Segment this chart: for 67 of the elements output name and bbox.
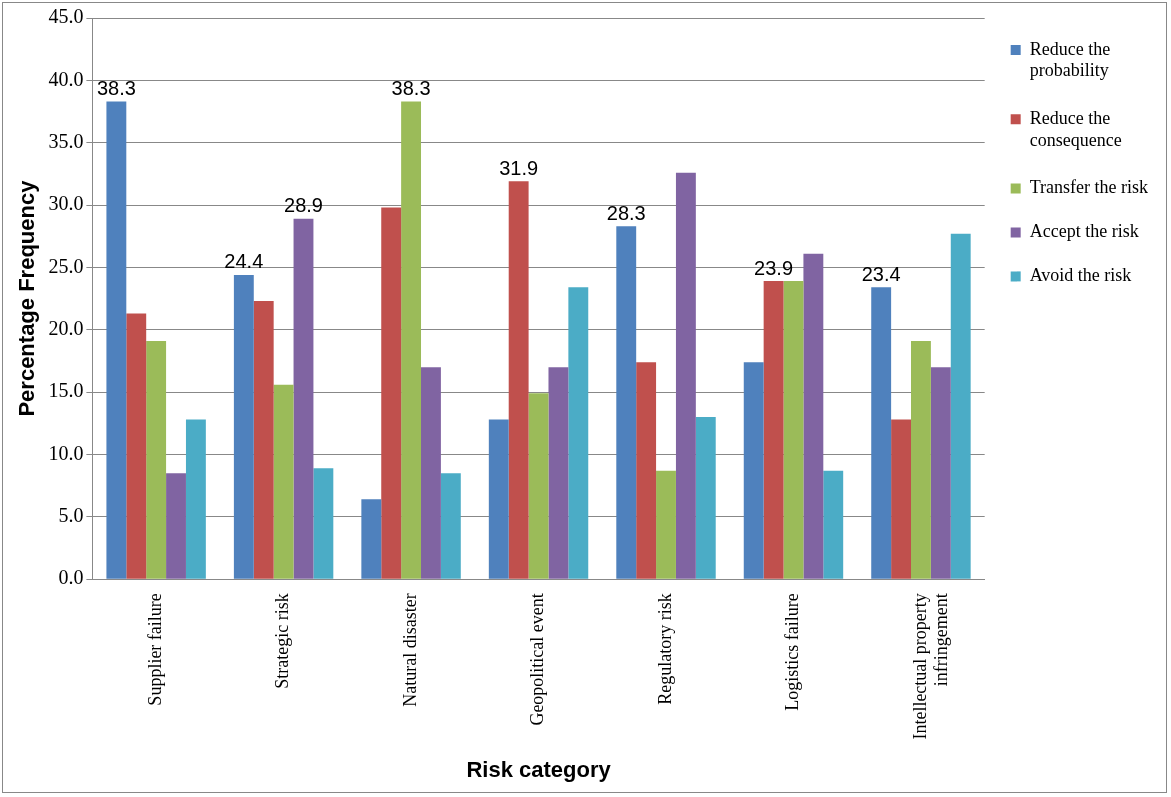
bar <box>891 419 912 579</box>
bar <box>421 367 441 579</box>
bar <box>106 101 127 579</box>
bar <box>783 281 804 579</box>
y-axis-title: Percentage Frequency <box>14 179 40 417</box>
bar <box>548 367 569 579</box>
x-tick-label: Regulatory risk <box>654 593 675 705</box>
bar <box>381 207 402 579</box>
bar <box>185 419 206 579</box>
bar <box>233 274 254 579</box>
bar <box>313 468 334 579</box>
bar <box>361 499 382 579</box>
data-label: 23.4 <box>861 262 901 285</box>
x-tick-label: Logistics failure <box>782 593 803 711</box>
bar <box>656 470 676 579</box>
bar <box>636 362 657 579</box>
y-tick-label: 10.0 <box>48 441 84 464</box>
legend-label: Avoid the risk <box>1029 265 1132 286</box>
bar <box>950 233 971 579</box>
bar <box>273 384 294 579</box>
x-tick-label: Strategic risk <box>272 593 293 689</box>
bar <box>911 340 931 579</box>
x-axis-title: Risk category <box>466 756 612 782</box>
data-label: 24.4 <box>224 250 264 273</box>
legend-label: Transfer the risk <box>1029 177 1149 198</box>
bar <box>695 417 716 579</box>
bar <box>930 367 951 579</box>
y-tick-label: 30.0 <box>48 192 84 215</box>
bar <box>528 393 549 579</box>
legend-label: Reduce the probability <box>1029 38 1111 81</box>
y-tick-label: 0.0 <box>58 566 84 589</box>
bar <box>743 362 764 579</box>
x-tick-label: Intellectual property infringement <box>909 593 952 740</box>
legend-label: Accept the risk <box>1029 221 1139 242</box>
bar <box>803 253 824 579</box>
bar <box>126 313 147 579</box>
x-tick-label: Natural disaster <box>399 593 420 707</box>
bar <box>823 470 844 579</box>
bar <box>146 340 167 579</box>
data-label: 38.3 <box>391 77 431 100</box>
y-tick-label: 35.0 <box>48 129 84 152</box>
bar <box>568 287 589 579</box>
bar <box>440 473 461 579</box>
data-label: 23.9 <box>754 256 794 279</box>
bar <box>675 172 696 579</box>
bar <box>293 218 314 579</box>
y-tick-label: 45.0 <box>48 5 84 28</box>
bar <box>488 419 509 579</box>
y-tick-label: 40.0 <box>48 67 84 90</box>
data-label: 28.3 <box>606 201 646 224</box>
y-tick-label: 25.0 <box>48 254 84 277</box>
data-label: 38.3 <box>96 77 136 100</box>
y-tick-label: 5.0 <box>58 504 84 527</box>
y-tick-label: 15.0 <box>48 379 84 402</box>
bar <box>508 181 529 579</box>
bar <box>253 301 274 579</box>
bar <box>166 473 186 579</box>
legend-label: Reduce the consequence <box>1029 107 1122 150</box>
x-tick-label: Supplier failure <box>144 593 165 706</box>
bar <box>871 287 892 579</box>
data-label: 28.9 <box>284 194 323 217</box>
y-tick-label: 20.0 <box>48 317 84 340</box>
bar <box>401 101 422 579</box>
bar <box>763 281 784 579</box>
x-tick-label: Geopolitical event <box>527 593 548 726</box>
data-label: 31.9 <box>499 156 539 179</box>
bar <box>616 226 637 579</box>
